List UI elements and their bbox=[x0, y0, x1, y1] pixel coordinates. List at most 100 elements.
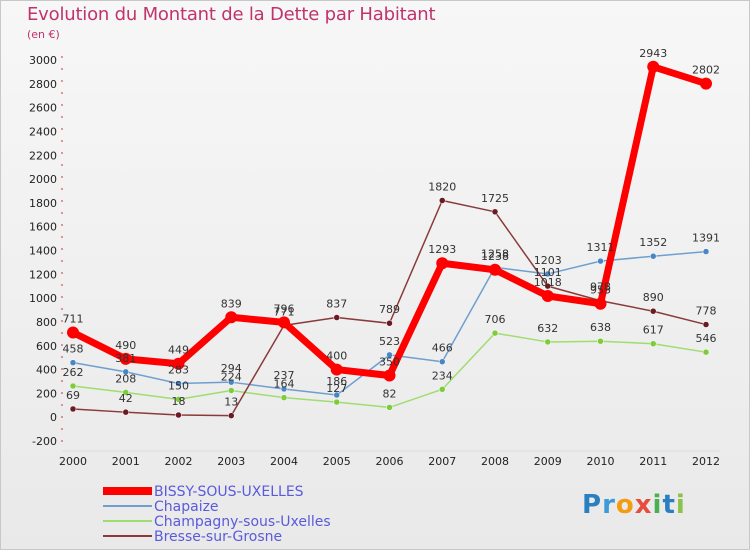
y-tick-label: 1200 bbox=[29, 268, 57, 281]
data-label: 1725 bbox=[481, 192, 509, 205]
data-label: 283 bbox=[168, 363, 189, 376]
data-point bbox=[69, 405, 77, 413]
data-point bbox=[330, 363, 343, 376]
data-point bbox=[228, 378, 235, 386]
y-tick-label: 1800 bbox=[29, 197, 57, 210]
data-label: 18 bbox=[172, 395, 186, 408]
x-tick-label: 2010 bbox=[587, 455, 615, 468]
data-point bbox=[702, 321, 710, 328]
x-tick-label: 2007 bbox=[428, 455, 456, 468]
x-tick-label: 2012 bbox=[692, 455, 720, 468]
data-label: 638 bbox=[590, 321, 611, 334]
data-label: 1203 bbox=[534, 254, 562, 267]
data-label: 458 bbox=[63, 343, 84, 356]
x-tick-label: 2003 bbox=[217, 455, 245, 468]
data-label: 208 bbox=[115, 372, 136, 385]
data-label: 234 bbox=[432, 369, 453, 382]
data-label: 778 bbox=[696, 305, 717, 318]
data-point bbox=[175, 380, 182, 387]
data-label: 711 bbox=[63, 313, 84, 326]
data-point bbox=[225, 311, 238, 324]
data-point bbox=[386, 404, 393, 411]
data-point bbox=[122, 408, 129, 416]
data-point bbox=[228, 387, 235, 394]
data-point bbox=[597, 257, 604, 265]
data-point bbox=[67, 326, 79, 339]
data-label: 617 bbox=[643, 324, 664, 337]
y-tick-label: -200 bbox=[32, 435, 57, 448]
data-point bbox=[491, 329, 499, 337]
data-point bbox=[386, 319, 393, 327]
data-point bbox=[650, 340, 657, 347]
data-label: 400 bbox=[326, 350, 347, 363]
data-label: 127 bbox=[326, 382, 347, 395]
legend-label: Bresse-sur-Grosne bbox=[154, 529, 282, 545]
data-point bbox=[702, 348, 710, 356]
data-label: 224 bbox=[221, 371, 242, 384]
data-label: 150 bbox=[168, 379, 189, 392]
y-tick-label: 800 bbox=[36, 316, 57, 329]
data-label: 1101 bbox=[534, 266, 562, 279]
data-label: 2802 bbox=[692, 64, 720, 77]
data-label: 706 bbox=[485, 313, 506, 326]
data-point bbox=[333, 398, 340, 406]
data-point bbox=[541, 289, 554, 302]
data-point bbox=[278, 316, 290, 329]
data-label: 1820 bbox=[428, 180, 456, 193]
data-point bbox=[702, 248, 710, 255]
data-point bbox=[119, 352, 132, 365]
data-point bbox=[175, 411, 182, 419]
data-label: 1018 bbox=[534, 276, 562, 289]
data-point bbox=[650, 252, 657, 260]
x-tick-label: 2001 bbox=[112, 455, 140, 468]
proxiti-logo: Proxiti bbox=[582, 490, 686, 520]
data-label: 449 bbox=[168, 344, 189, 357]
y-tick-label: 2600 bbox=[29, 102, 57, 115]
data-label: 546 bbox=[696, 332, 717, 345]
data-label: 978 bbox=[590, 281, 611, 294]
legend-label: Champagny-sous-Uxelles bbox=[154, 514, 331, 530]
data-point bbox=[544, 338, 551, 346]
x-tick-label: 2006 bbox=[376, 455, 404, 468]
data-label: 13 bbox=[224, 396, 238, 409]
data-point bbox=[122, 368, 129, 376]
data-label: 262 bbox=[63, 366, 84, 379]
data-point bbox=[333, 391, 340, 399]
data-point bbox=[383, 369, 396, 382]
data-label: 490 bbox=[115, 339, 136, 352]
x-tick-label: 2005 bbox=[323, 455, 351, 468]
data-label: 839 bbox=[221, 297, 242, 310]
data-label: 1258 bbox=[481, 247, 509, 260]
data-point bbox=[650, 307, 657, 315]
y-tick-label: 400 bbox=[36, 364, 57, 377]
data-point bbox=[333, 314, 340, 321]
data-label: 186 bbox=[326, 375, 347, 388]
data-point bbox=[544, 282, 551, 290]
data-point bbox=[122, 389, 129, 396]
data-point bbox=[280, 385, 288, 393]
data-point bbox=[489, 263, 501, 276]
data-point bbox=[439, 358, 446, 365]
data-label: 466 bbox=[432, 342, 453, 355]
data-label: 890 bbox=[643, 291, 664, 304]
legend-label: BISSY-SOUS-UXELLES bbox=[154, 484, 304, 500]
data-label: 771 bbox=[274, 305, 295, 318]
data-label: 1238 bbox=[481, 250, 509, 263]
x-tick-label: 2008 bbox=[481, 455, 509, 468]
x-tick-label: 2009 bbox=[534, 455, 562, 468]
data-label: 1293 bbox=[428, 243, 456, 256]
logo-letter: i bbox=[652, 490, 663, 520]
y-tick-label: 3000 bbox=[29, 54, 57, 67]
x-tick-label: 2011 bbox=[639, 455, 667, 468]
data-point bbox=[172, 357, 185, 370]
logo-letter: i bbox=[675, 490, 686, 520]
data-label: 796 bbox=[274, 302, 295, 315]
data-label: 350 bbox=[379, 356, 400, 369]
data-label: 381 bbox=[115, 352, 136, 365]
data-point bbox=[647, 60, 660, 73]
data-label: 523 bbox=[379, 335, 400, 348]
data-label: 69 bbox=[66, 389, 80, 402]
data-label: 237 bbox=[274, 369, 295, 382]
y-tick-label: 1600 bbox=[29, 221, 57, 234]
data-point bbox=[228, 412, 235, 419]
